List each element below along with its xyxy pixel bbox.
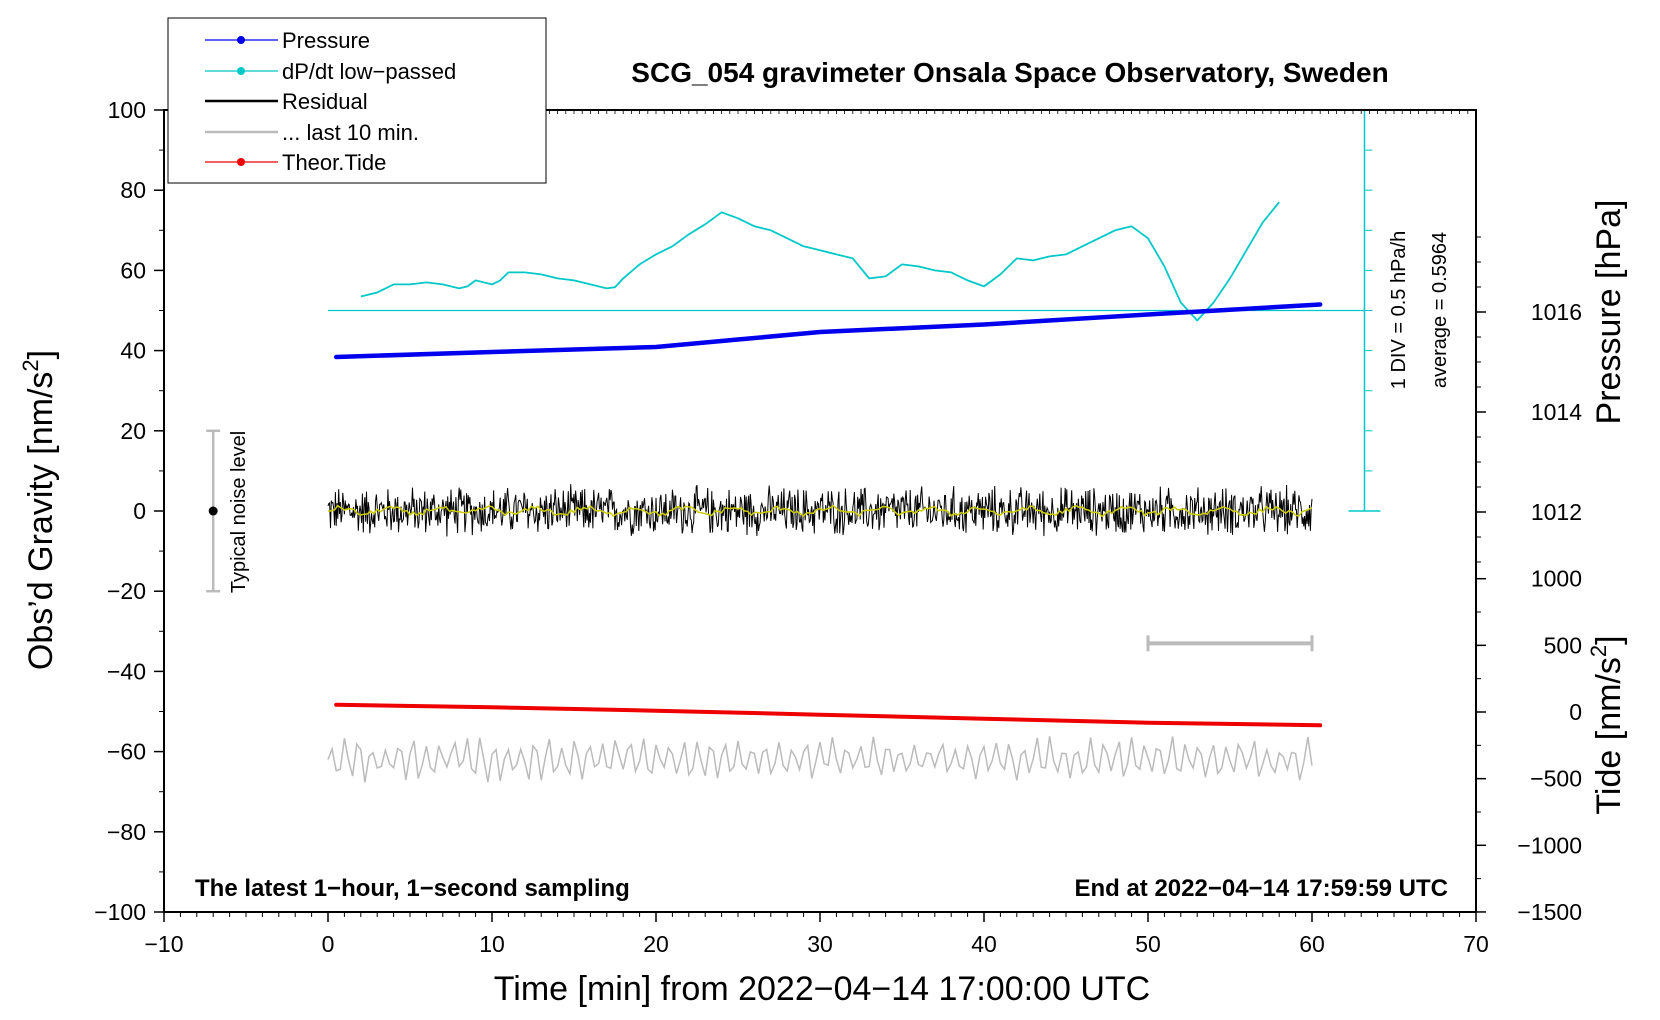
y-axis-tide-label: Tide [nm/s2] [1586,635,1628,814]
series-line-dpdt [360,201,1280,322]
x-tick-label: 40 [971,931,997,957]
corner-right-note: End at 2022−04−14 17:59:59 UTC [1074,875,1448,902]
legend-entry-dpdt: dP/dt low−passed [205,59,456,84]
series-line-last10 [327,736,1313,783]
pressure-tick-label: 1014 [1531,399,1582,425]
plot-layer [206,109,1381,783]
pressure-tick-label: 1016 [1531,299,1582,325]
x-axis-label: Time [min] from 2022−04−14 17:00:00 UTC [494,970,1150,1008]
series-line-tide [334,702,1323,728]
y-axis-left-label: Obs’d Gravity [nm/s2] [18,350,60,670]
tide-tick-label: 1000 [1531,566,1582,592]
text-layer: SCG_054 gravimeter Onsala Space Observat… [18,57,1628,1008]
tide-label-end: ] [1590,635,1628,644]
legend-entry-tide: Theor.Tide [205,150,386,175]
corner-left-note: The latest 1−hour, 1−second sampling [195,875,630,902]
y-left-tick-label: 0 [133,498,146,524]
legend-label-tide: Theor.Tide [282,150,386,175]
x-tick-label: 20 [643,931,669,957]
y-left-tick-label: −20 [107,578,146,604]
y-left-tick-label: 40 [120,338,146,364]
legend-marker-dpdt [237,67,245,75]
chart-title: SCG_054 gravimeter Onsala Space Observat… [631,57,1388,88]
y-left-tick-label: −100 [94,899,146,925]
y-left-label-end: ] [22,350,60,359]
x-tick-label: 70 [1463,931,1489,957]
dpdt-scale-label: 1 DIV = 0.5 hPa/h [1388,231,1410,389]
series-line-pressure [333,302,1323,360]
legend-entry-pressure: Pressure [205,28,370,53]
tide-label-main: Tide [nm/s [1590,657,1628,814]
axes-layer: −10 0 10 20 30 40 50 60 70100806040200−20−40−60−… [94,97,1582,957]
x-tick-label: 60 [1299,931,1325,957]
x-tick-label: 50 [1135,931,1161,957]
x-tick-label: 0 [322,931,335,957]
tide-tick-label: 0 [1569,699,1582,725]
y-left-tick-label: 60 [120,257,146,283]
tide-label-sup: 2 [1586,645,1611,657]
dpdt-average-label: average = 0.5964 [1429,232,1451,388]
y-left-tick-label: −60 [107,739,146,765]
y-axis-pressure-label: Pressure [hPa] [1590,200,1628,425]
legend-marker-tide [237,158,245,166]
y-left-label-sup: 2 [18,359,43,371]
y-left-tick-label: 100 [108,97,146,123]
y-left-tick-label: −40 [107,658,146,684]
y-left-tick-label: 20 [120,418,146,444]
x-tick-label: −10 [144,931,183,957]
legend: Pressure dP/dt low−passed Residual ... l… [167,17,547,184]
noise-level-point [208,506,218,516]
legend-label-pressure: Pressure [282,28,370,53]
tide-tick-label: −1000 [1517,832,1582,858]
legend-label-dpdt: dP/dt low−passed [282,59,456,84]
noise-level-label: Typical noise level [228,431,250,593]
legend-label-last10: ... last 10 min. [282,120,419,145]
series-line-residual-smooth [327,504,1313,518]
legend-entry-last10: ... last 10 min. [205,120,419,145]
tide-tick-label: 500 [1544,632,1582,658]
legend-entry-residual: Residual [205,89,368,114]
legend-marker-pressure [237,36,245,44]
tide-tick-label: −500 [1530,766,1582,792]
tide-tick-label: −1500 [1517,899,1582,925]
legend-label-residual: Residual [282,89,368,114]
pressure-tick-label: 1012 [1531,499,1582,525]
y-left-tick-label: −80 [107,819,146,845]
y-left-label-main: Obs’d Gravity [nm/s [22,372,60,671]
y-left-tick-label: 80 [120,177,146,203]
x-tick-label: 30 [807,931,833,957]
x-tick-label: 10 [479,931,505,957]
